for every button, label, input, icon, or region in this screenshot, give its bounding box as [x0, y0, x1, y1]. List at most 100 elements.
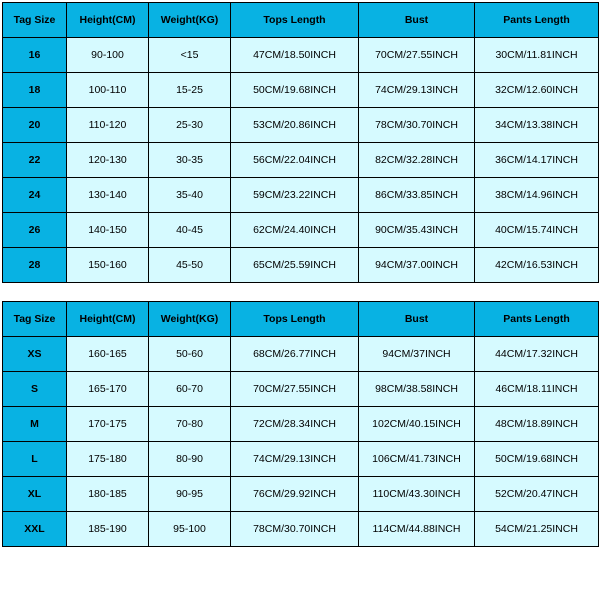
cell-value: 25-30 [149, 108, 231, 143]
cell-value: 54CM/21.25INCH [475, 512, 599, 547]
cell-value: 95-100 [149, 512, 231, 547]
cell-value: 110-120 [67, 108, 149, 143]
cell-tag-size: XXL [3, 512, 67, 547]
size-table-kids: Tag Size Height(CM) Weight(KG) Tops Leng… [2, 2, 599, 283]
cell-value: 94CM/37.00INCH [359, 248, 475, 283]
cell-value: 36CM/14.17INCH [475, 143, 599, 178]
cell-value: 78CM/30.70INCH [231, 512, 359, 547]
cell-value: 70CM/27.55INCH [231, 372, 359, 407]
cell-value: 60-70 [149, 372, 231, 407]
cell-value: 50CM/19.68INCH [475, 442, 599, 477]
col-pants-length: Pants Length [475, 302, 599, 337]
col-tops-length: Tops Length [231, 302, 359, 337]
cell-value: 185-190 [67, 512, 149, 547]
cell-tag-size: 18 [3, 73, 67, 108]
cell-value: 70-80 [149, 407, 231, 442]
cell-tag-size: 20 [3, 108, 67, 143]
col-bust: Bust [359, 302, 475, 337]
cell-value: 150-160 [67, 248, 149, 283]
cell-value: 40CM/15.74INCH [475, 213, 599, 248]
cell-tag-size: XS [3, 337, 67, 372]
col-tag-size: Tag Size [3, 3, 67, 38]
cell-value: 48CM/18.89INCH [475, 407, 599, 442]
table-row: 18100-11015-2550CM/19.68INCH74CM/29.13IN… [3, 73, 599, 108]
table-row: 26140-15040-4562CM/24.40INCH90CM/35.43IN… [3, 213, 599, 248]
table-row: 22120-13030-3556CM/22.04INCH82CM/32.28IN… [3, 143, 599, 178]
cell-value: 30CM/11.81INCH [475, 38, 599, 73]
cell-value: 68CM/26.77INCH [231, 337, 359, 372]
cell-tag-size: 28 [3, 248, 67, 283]
col-bust: Bust [359, 3, 475, 38]
cell-tag-size: M [3, 407, 67, 442]
col-weight: Weight(KG) [149, 302, 231, 337]
table-row: 28150-16045-5065CM/25.59INCH94CM/37.00IN… [3, 248, 599, 283]
cell-value: 65CM/25.59INCH [231, 248, 359, 283]
col-weight: Weight(KG) [149, 3, 231, 38]
cell-value: 90CM/35.43INCH [359, 213, 475, 248]
cell-value: 56CM/22.04INCH [231, 143, 359, 178]
cell-value: 170-175 [67, 407, 149, 442]
table-row: L175-18080-9074CM/29.13INCH106CM/41.73IN… [3, 442, 599, 477]
cell-value: 32CM/12.60INCH [475, 73, 599, 108]
cell-value: 34CM/13.38INCH [475, 108, 599, 143]
header-row: Tag Size Height(CM) Weight(KG) Tops Leng… [3, 302, 599, 337]
cell-value: 70CM/27.55INCH [359, 38, 475, 73]
table-row: XXL185-19095-10078CM/30.70INCH114CM/44.8… [3, 512, 599, 547]
cell-value: 74CM/29.13INCH [359, 73, 475, 108]
cell-value: 50-60 [149, 337, 231, 372]
cell-value: 80-90 [149, 442, 231, 477]
table-row: S165-17060-7070CM/27.55INCH98CM/38.58INC… [3, 372, 599, 407]
cell-value: 62CM/24.40INCH [231, 213, 359, 248]
cell-value: 59CM/23.22INCH [231, 178, 359, 213]
size-table-adult: Tag Size Height(CM) Weight(KG) Tops Leng… [2, 301, 599, 547]
cell-value: 100-110 [67, 73, 149, 108]
table-row: XL180-18590-9576CM/29.92INCH110CM/43.30I… [3, 477, 599, 512]
cell-value: 50CM/19.68INCH [231, 73, 359, 108]
cell-value: 78CM/30.70INCH [359, 108, 475, 143]
col-tag-size: Tag Size [3, 302, 67, 337]
cell-tag-size: 16 [3, 38, 67, 73]
cell-value: 102CM/40.15INCH [359, 407, 475, 442]
cell-tag-size: 26 [3, 213, 67, 248]
table-row: M170-17570-8072CM/28.34INCH102CM/40.15IN… [3, 407, 599, 442]
cell-tag-size: S [3, 372, 67, 407]
cell-value: 76CM/29.92INCH [231, 477, 359, 512]
cell-value: 114CM/44.88INCH [359, 512, 475, 547]
cell-tag-size: 24 [3, 178, 67, 213]
table-gap [2, 283, 598, 301]
cell-value: 140-150 [67, 213, 149, 248]
table2-body: XS160-16550-6068CM/26.77INCH94CM/37INCH4… [3, 337, 599, 547]
cell-value: 74CM/29.13INCH [231, 442, 359, 477]
cell-value: 46CM/18.11INCH [475, 372, 599, 407]
cell-value: 160-165 [67, 337, 149, 372]
cell-value: 86CM/33.85INCH [359, 178, 475, 213]
cell-value: 44CM/17.32INCH [475, 337, 599, 372]
cell-value: 53CM/20.86INCH [231, 108, 359, 143]
table-row: 1690-100<1547CM/18.50INCH70CM/27.55INCH3… [3, 38, 599, 73]
cell-value: 94CM/37INCH [359, 337, 475, 372]
cell-value: 110CM/43.30INCH [359, 477, 475, 512]
cell-value: 30-35 [149, 143, 231, 178]
cell-value: 130-140 [67, 178, 149, 213]
cell-value: <15 [149, 38, 231, 73]
cell-value: 35-40 [149, 178, 231, 213]
col-pants-length: Pants Length [475, 3, 599, 38]
col-tops-length: Tops Length [231, 3, 359, 38]
header-row: Tag Size Height(CM) Weight(KG) Tops Leng… [3, 3, 599, 38]
cell-value: 120-130 [67, 143, 149, 178]
cell-value: 52CM/20.47INCH [475, 477, 599, 512]
col-height: Height(CM) [67, 302, 149, 337]
cell-tag-size: 22 [3, 143, 67, 178]
cell-value: 47CM/18.50INCH [231, 38, 359, 73]
cell-value: 90-95 [149, 477, 231, 512]
cell-value: 38CM/14.96INCH [475, 178, 599, 213]
table-row: 24130-14035-4059CM/23.22INCH86CM/33.85IN… [3, 178, 599, 213]
cell-value: 106CM/41.73INCH [359, 442, 475, 477]
cell-value: 45-50 [149, 248, 231, 283]
cell-value: 90-100 [67, 38, 149, 73]
cell-value: 98CM/38.58INCH [359, 372, 475, 407]
cell-value: 15-25 [149, 73, 231, 108]
table1-body: 1690-100<1547CM/18.50INCH70CM/27.55INCH3… [3, 38, 599, 283]
cell-value: 82CM/32.28INCH [359, 143, 475, 178]
cell-tag-size: XL [3, 477, 67, 512]
